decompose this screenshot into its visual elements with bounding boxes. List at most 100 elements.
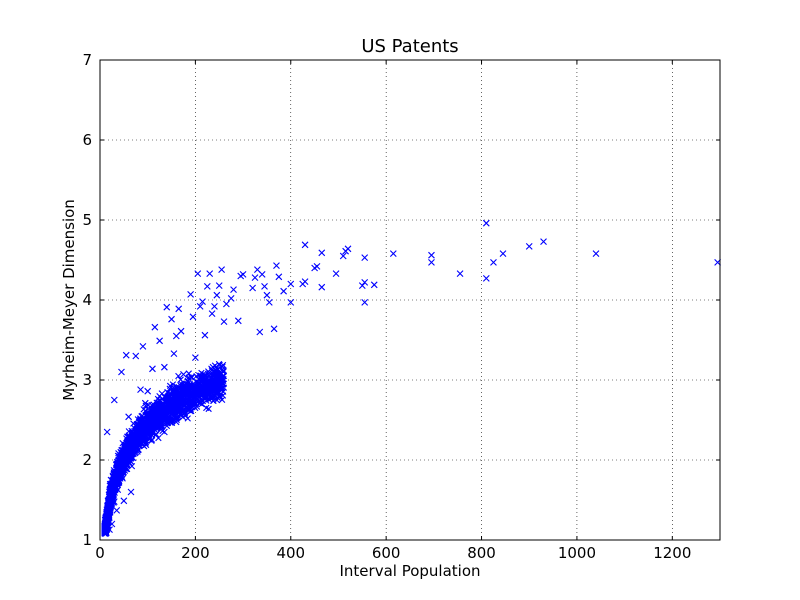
data-point — [222, 300, 230, 308]
data-point — [109, 487, 117, 495]
data-point — [136, 425, 143, 432]
y-tick-label: 5 — [82, 211, 92, 229]
data-point — [103, 519, 110, 526]
data-point — [210, 397, 217, 404]
data-point — [149, 365, 156, 373]
data-point — [139, 343, 147, 350]
data-point — [168, 315, 175, 323]
y-tick-label: 3 — [82, 371, 92, 389]
data-point — [148, 429, 156, 436]
data-point — [182, 387, 190, 395]
data-point — [280, 287, 288, 295]
data-point — [342, 247, 350, 255]
data-point — [144, 427, 151, 434]
data-point — [170, 350, 178, 357]
data-point — [169, 381, 177, 388]
data-point — [118, 368, 125, 376]
data-point — [206, 270, 214, 277]
data-point — [129, 450, 137, 457]
data-point — [361, 254, 369, 261]
data-point — [148, 436, 156, 443]
data-point — [540, 238, 547, 245]
data-point — [103, 428, 111, 436]
data-point — [153, 415, 161, 422]
data-point — [134, 422, 141, 429]
data-point — [251, 274, 259, 281]
data-point — [175, 409, 182, 416]
data-point — [234, 317, 242, 325]
data-point — [159, 427, 166, 435]
data-point — [198, 385, 206, 393]
data-point — [499, 250, 507, 257]
data-point — [482, 275, 490, 282]
data-point — [173, 415, 180, 422]
data-point — [203, 404, 210, 412]
data-point — [199, 387, 206, 395]
data-point — [203, 397, 210, 404]
data-point — [104, 497, 111, 504]
data-point — [188, 398, 195, 405]
data-point — [132, 352, 140, 360]
data-point — [196, 303, 204, 310]
data-point — [482, 219, 490, 227]
data-point — [184, 415, 191, 422]
data-point — [160, 428, 168, 436]
data-point — [126, 459, 133, 466]
y-tick-label: 2 — [82, 451, 92, 469]
data-point — [370, 281, 378, 289]
x-tick-label: 200 — [181, 544, 210, 562]
data-point — [194, 270, 202, 277]
data-point — [122, 351, 130, 359]
data-point — [318, 249, 326, 257]
data-point — [116, 468, 123, 476]
data-point — [287, 299, 295, 306]
data-point — [113, 470, 120, 478]
y-tick-label: 6 — [82, 131, 92, 149]
data-point — [127, 488, 135, 496]
data-point — [339, 252, 347, 260]
data-point — [172, 332, 180, 340]
data-point — [173, 392, 180, 399]
data-point — [208, 367, 215, 374]
data-point — [227, 295, 235, 302]
data-point — [428, 251, 435, 259]
data-point — [263, 291, 271, 299]
x-tick-label: 800 — [467, 544, 496, 562]
data-point — [205, 381, 213, 388]
data-point — [115, 479, 123, 486]
data-point — [101, 529, 108, 536]
data-point — [125, 413, 133, 421]
data-point — [208, 310, 216, 317]
data-point — [213, 291, 221, 299]
data-point — [287, 280, 295, 288]
y-axis-title: Myrheim-Meyer Dimension — [60, 199, 78, 401]
data-point — [211, 303, 218, 310]
data-point — [129, 440, 136, 448]
data-point — [428, 259, 435, 266]
data-point — [116, 477, 123, 485]
data-point — [182, 385, 190, 392]
data-point — [110, 396, 118, 404]
data-point — [165, 406, 172, 413]
data-point — [157, 423, 165, 430]
x-tick-label: 1000 — [558, 544, 596, 562]
data-point — [147, 412, 155, 419]
data-point — [175, 391, 182, 399]
data-point — [140, 436, 147, 443]
y-tick-label: 4 — [82, 291, 92, 309]
data-point — [173, 416, 180, 424]
data-point — [191, 383, 198, 391]
data-point — [299, 280, 307, 288]
data-point — [237, 272, 245, 280]
data-point — [218, 266, 226, 273]
data-point — [109, 482, 117, 489]
data-point — [273, 262, 280, 269]
axis-ticks: 0 200 400 600 800 1000 1200 1 2 3 4 5 6 7 — [82, 51, 720, 562]
data-point — [171, 412, 178, 419]
data-point — [592, 250, 600, 257]
data-point — [168, 395, 175, 402]
data-point — [151, 323, 159, 331]
data-point — [175, 305, 183, 313]
data-point — [211, 362, 219, 369]
data-point — [106, 526, 113, 533]
